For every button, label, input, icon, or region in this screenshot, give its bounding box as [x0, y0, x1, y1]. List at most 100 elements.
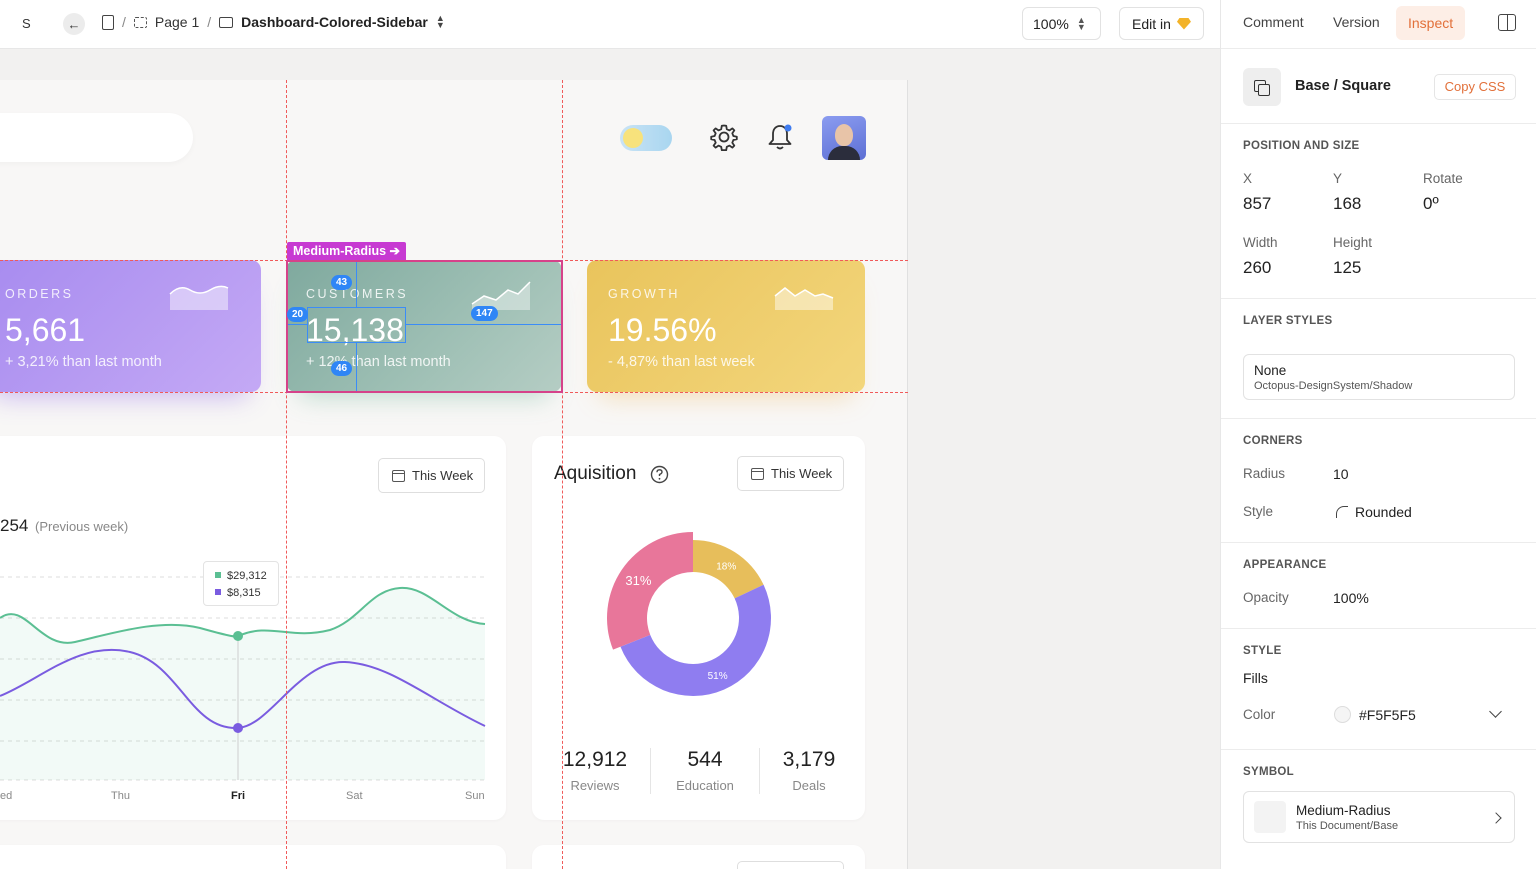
panel-toggle-icon[interactable] [1498, 14, 1516, 31]
symbol-source: This Document/Base [1296, 820, 1399, 832]
layer-name: Base / Square [1295, 78, 1391, 94]
x-label: X [1243, 171, 1253, 186]
chevron-down-icon[interactable] [1489, 705, 1502, 718]
rotate-value: 0º [1423, 194, 1439, 213]
stat-reviews: 12,912 Reviews [560, 748, 630, 793]
stat-education: 544 Education [665, 748, 745, 793]
corner-style-value: Rounded [1355, 504, 1412, 520]
tab-version[interactable]: Version [1333, 14, 1380, 30]
selection-tag[interactable]: Medium-Radius ➔ [287, 242, 407, 260]
search-bar[interactable] [0, 113, 193, 162]
measure-line [356, 343, 357, 391]
layer-header-section [1221, 49, 1536, 124]
style-section: STYLE Fills Color #F5F5F5 [1221, 629, 1536, 750]
opacity-value: 100% [1333, 590, 1369, 606]
symbol-section: SYMBOL [1221, 750, 1536, 869]
symbol-name: Medium-Radius [1296, 803, 1391, 818]
guide-line-vertical [562, 80, 563, 869]
height-value: 125 [1333, 258, 1362, 277]
chevron-updown-icon[interactable]: ▲ ▼ [435, 13, 445, 30]
tab-comment[interactable]: Comment [1243, 14, 1304, 30]
bottom-week-button[interactable] [737, 861, 844, 869]
question-circle-icon[interactable] [650, 465, 669, 484]
layer-style-box[interactable]: None Octopus-DesignSystem/Shadow [1243, 354, 1515, 400]
tab-inspect[interactable]: Inspect [1396, 6, 1466, 40]
bottom-card-left [0, 845, 506, 869]
revenue-week-button[interactable]: This Week [378, 458, 485, 493]
edit-in-label: Edit in [1132, 15, 1171, 32]
card-subtext: + 3,21% than last month [5, 354, 162, 370]
symbol-icon [1243, 68, 1281, 106]
chevron-right-icon [1490, 812, 1502, 824]
arrow-right-icon: ➔ [389, 244, 401, 258]
y-label: Y [1333, 171, 1343, 186]
card-label: GROWTH [608, 287, 680, 301]
acquisition-donut-chart: 31% 18% 51% [607, 532, 771, 696]
breadcrumb-separator: / [122, 14, 126, 30]
revenue-total: 254 [0, 516, 29, 535]
symbol-box[interactable]: Medium-Radius This Document/Base [1243, 791, 1515, 843]
acquisition-week-button[interactable]: This Week [737, 456, 844, 491]
measure-line [288, 324, 307, 325]
card-subtext: - 4,87% than last week [608, 354, 755, 370]
chevron-updown-icon: ▲ ▼ [1076, 14, 1086, 32]
section-title: POSITION AND SIZE [1243, 140, 1360, 152]
stat-number: 544 [687, 748, 723, 771]
rotate-label: Rotate [1423, 171, 1463, 186]
user-avatar[interactable] [822, 116, 866, 160]
measure-badge-right: 147 [471, 306, 498, 321]
layer-style-source: Octopus-DesignSystem/Shadow [1254, 380, 1413, 392]
edit-in-button[interactable]: Edit in [1119, 7, 1204, 40]
measure-badge-bottom: 46 [331, 361, 353, 376]
arrow-left-icon[interactable]: ← [63, 13, 85, 35]
measure-line [356, 262, 357, 307]
chart-point-green [233, 631, 243, 641]
day-label-active: Fri [231, 790, 246, 802]
width-value: 260 [1243, 258, 1272, 277]
breadcrumb-artboard[interactable]: Dashboard-Colored-Sidebar [241, 14, 428, 30]
section-title: CORNERS [1243, 435, 1303, 447]
y-value: 168 [1333, 194, 1362, 213]
gear-icon[interactable] [710, 123, 738, 151]
rounded-corner-icon [1336, 506, 1348, 518]
stat-number: 3,179 [782, 748, 836, 771]
style-label: Style [1243, 504, 1274, 519]
measured-element [307, 307, 406, 343]
opacity-label: Opacity [1243, 590, 1289, 605]
color-swatch [1334, 706, 1351, 723]
appearance-section: APPEARANCE Opacity 100% [1221, 543, 1536, 629]
radius-label: Radius [1243, 466, 1286, 481]
stat-divider [759, 748, 760, 794]
page-icon [133, 16, 147, 28]
bell-icon[interactable] [766, 122, 794, 152]
artboard-icon [219, 16, 234, 28]
height-label: Height [1333, 235, 1373, 250]
tooltip-value: $29,312 [227, 570, 267, 582]
zoom-select[interactable]: 100% ▲ ▼ [1022, 7, 1101, 40]
stat-divider [650, 748, 651, 794]
calendar-icon [392, 469, 405, 482]
breadcrumb-page[interactable]: Page 1 [154, 14, 200, 30]
sketch-gem-icon [1176, 17, 1191, 30]
copy-css-button[interactable]: Copy CSS [1434, 74, 1516, 100]
app-logo: S [22, 16, 31, 31]
donut-slice [693, 540, 764, 599]
day-label: Sat [346, 790, 363, 802]
color-value[interactable]: #F5F5F5 [1359, 707, 1416, 723]
growth-sparkline [774, 287, 834, 310]
theme-toggle[interactable] [620, 125, 672, 151]
week-button-label: This Week [771, 466, 833, 481]
donut-slice [607, 532, 693, 650]
layer-styles-section: LAYER STYLES [1221, 299, 1536, 419]
acquisition-card [532, 436, 865, 820]
donut-slice-label: 51% [708, 671, 728, 682]
section-title: LAYER STYLES [1243, 315, 1333, 327]
measure-badge-left: 20 [287, 307, 309, 322]
section-title: APPEARANCE [1243, 559, 1327, 571]
donut-slice-label: 18% [716, 562, 736, 573]
measure-line [406, 324, 561, 325]
week-button-label: This Week [412, 468, 474, 483]
document-icon[interactable] [102, 14, 114, 30]
layer-style-name: None [1254, 363, 1287, 378]
symbol-thumbnail [1254, 801, 1286, 833]
